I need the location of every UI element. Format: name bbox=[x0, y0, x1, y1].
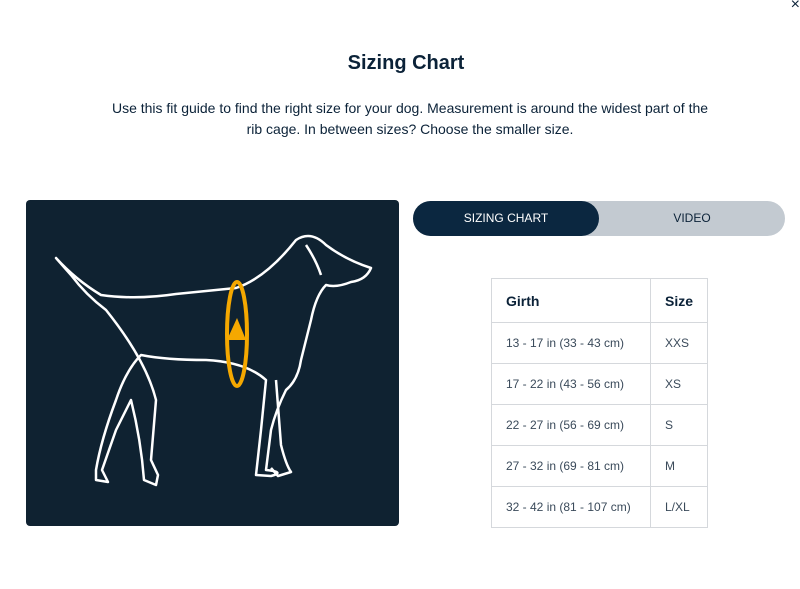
table-row: 27 - 32 in (69 - 81 cm) M bbox=[491, 445, 709, 487]
size-cell: M bbox=[649, 445, 709, 487]
tab-video[interactable]: VIDEO bbox=[673, 211, 711, 225]
size-cell: XXS bbox=[649, 322, 709, 364]
size-cell: XS bbox=[649, 363, 709, 405]
page-title: Sizing Chart bbox=[347, 52, 465, 74]
header-girth: Girth bbox=[491, 278, 651, 323]
girth-cell: 13 - 17 in (33 - 43 cm) bbox=[491, 322, 651, 364]
description: Use this fit guide to find the right siz… bbox=[111, 100, 709, 137]
dog-girth-illustration bbox=[26, 200, 399, 526]
girth-cell: 17 - 22 in (43 - 56 cm) bbox=[491, 363, 651, 405]
view-tabs: SIZING CHART VIDEO bbox=[413, 201, 785, 236]
girth-cell: 27 - 32 in (69 - 81 cm) bbox=[491, 445, 651, 487]
close-button[interactable]: × bbox=[790, 0, 800, 13]
header-size: Size bbox=[649, 278, 709, 323]
sizing-table: Girth Size 13 - 17 in (33 - 43 cm) XXS 17 … bbox=[491, 278, 709, 528]
table-row: 32 - 42 in (81 - 107 cm) L/XL bbox=[491, 486, 709, 528]
table-row: 13 - 17 in (33 - 43 cm) XXS bbox=[491, 322, 709, 364]
table-header-row: Girth Size bbox=[491, 278, 709, 323]
size-cell: L/XL bbox=[649, 486, 709, 528]
girth-cell: 22 - 27 in (56 - 69 cm) bbox=[491, 404, 651, 446]
table-row: 22 - 27 in (56 - 69 cm) S bbox=[491, 404, 709, 446]
table-row: 17 - 22 in (43 - 56 cm) XS bbox=[491, 363, 709, 405]
girth-cell: 32 - 42 in (81 - 107 cm) bbox=[491, 486, 651, 528]
tab-sizing-chart[interactable]: SIZING CHART bbox=[413, 201, 599, 236]
size-cell: S bbox=[649, 404, 709, 446]
